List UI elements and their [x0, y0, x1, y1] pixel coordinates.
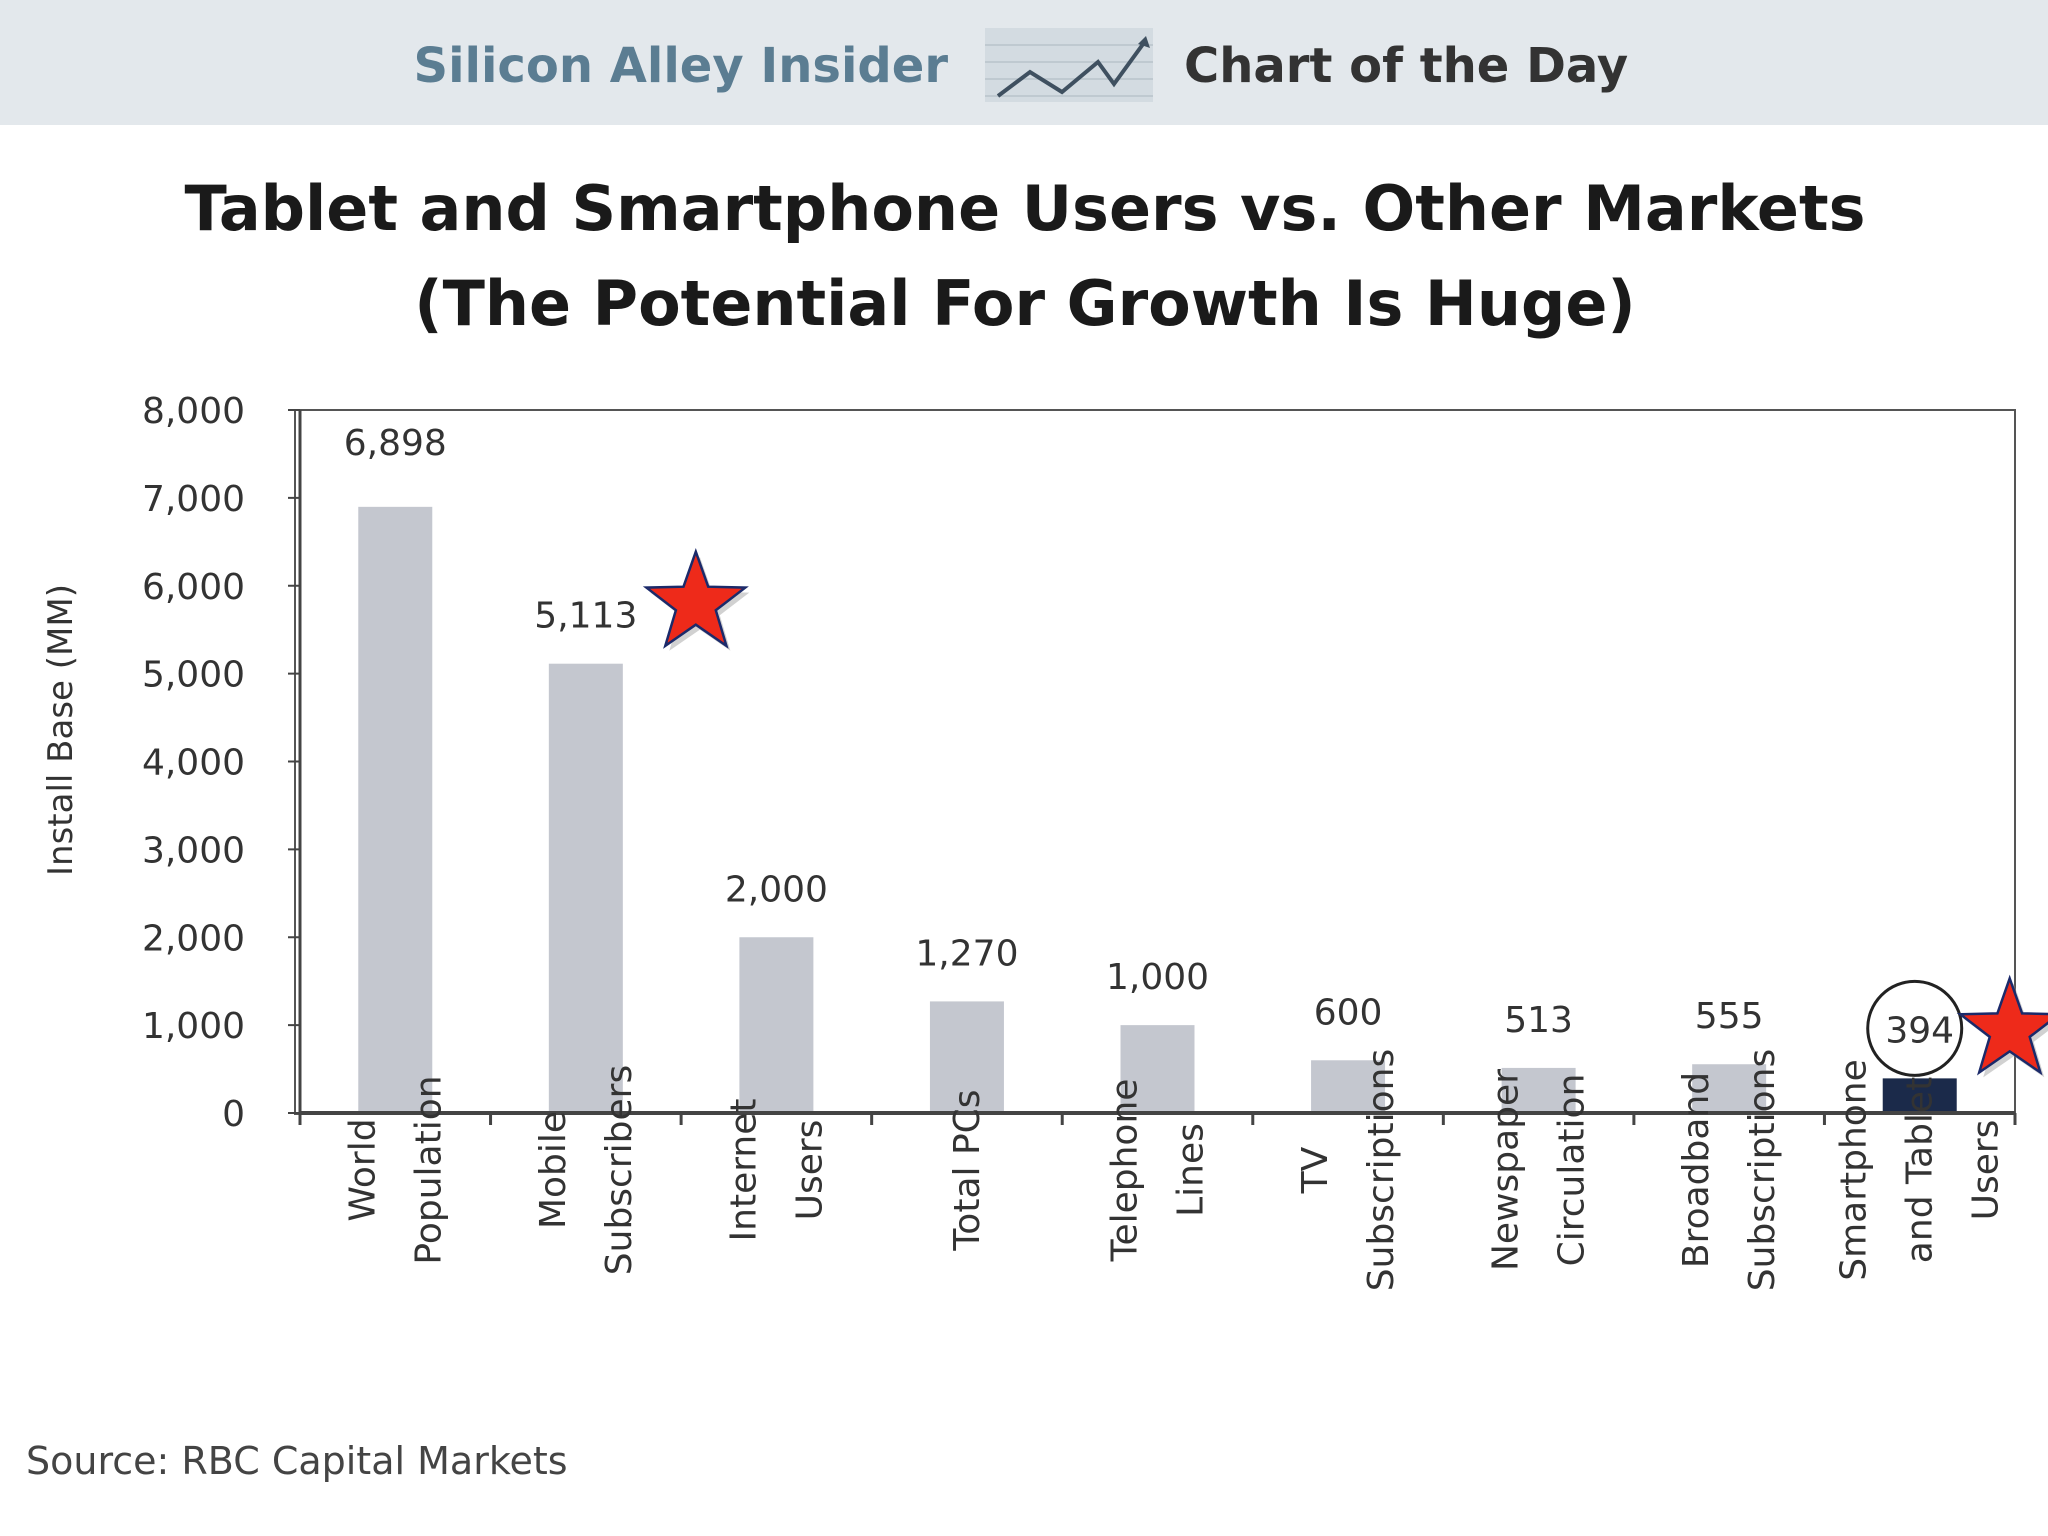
bar [929, 1001, 1004, 1113]
category-label: Subscriptions [1361, 1049, 1402, 1291]
y-tick-label: 3,000 [142, 830, 245, 871]
y-tick-label: 1,000 [142, 1006, 245, 1047]
y-tick-label: 0 [222, 1094, 245, 1135]
category-label: Users [789, 1120, 830, 1221]
bar [358, 506, 433, 1113]
chart-title: Tablet and Smartphone Users vs. Other Ma… [185, 172, 1866, 245]
category-label: Telephone [1105, 1079, 1146, 1263]
category-label: Internet [723, 1099, 764, 1242]
chart-subtitle: (The Potential For Growth Is Huge) [414, 267, 1635, 340]
data-labels: 6,898 5,113 2,000 1,270 1,000 600 513 555 394 [344, 423, 1954, 1051]
category-label: and Tablet [1900, 1077, 1941, 1263]
annotations [642, 547, 2048, 1078]
bar [1501, 1067, 1576, 1113]
y-tick-label: 6,000 [142, 567, 245, 608]
category-label: Users [1966, 1120, 2007, 1221]
bar [1120, 1025, 1195, 1113]
data-label: 5,113 [534, 596, 637, 637]
data-label: 1,270 [915, 933, 1018, 974]
data-label: 2,000 [725, 869, 828, 910]
data-label: 6,898 [344, 423, 447, 464]
data-label: 513 [1504, 1000, 1573, 1041]
source-note: Source: RBC Capital Markets [26, 1439, 568, 1483]
category-label: TV [1295, 1146, 1336, 1194]
category-label: Subscriptions [1742, 1049, 1783, 1291]
y-tick-label: 4,000 [142, 743, 245, 784]
y-tick-label: 7,000 [142, 479, 245, 520]
category-label: Circulation [1552, 1074, 1593, 1267]
y-tick-label: 2,000 [142, 918, 245, 959]
category-label: Lines [1171, 1123, 1212, 1217]
bar [1692, 1064, 1767, 1113]
data-label: 1,000 [1106, 957, 1209, 998]
y-tick-label: 8,000 [142, 391, 245, 432]
category-label: Newspaper [1486, 1069, 1527, 1271]
category-label: Subscribers [599, 1065, 640, 1275]
category-label: Population [408, 1075, 449, 1264]
data-label: 555 [1695, 996, 1764, 1037]
category-labels: World Population Mobile Subscribers Internet… [342, 1049, 2006, 1291]
star-icon [642, 547, 749, 649]
category-label: Smartphone [1834, 1059, 1875, 1281]
bars [358, 506, 1957, 1113]
x-axis [298, 1111, 2017, 1125]
bar [1882, 1078, 1957, 1113]
trend-line-icon [985, 28, 1153, 102]
category-label: World [342, 1118, 383, 1221]
category-label: Broadband [1676, 1072, 1717, 1268]
banner-subtitle: Chart of the Day [1184, 38, 1628, 94]
bar [1311, 1060, 1386, 1113]
category-label: Total PCs [947, 1089, 988, 1251]
bar [739, 937, 814, 1113]
highlight-circle [1866, 979, 1964, 1077]
y-axis: 0 1,000 2,000 3,000 4,000 5,000 6,000 7,000 8,00… [142, 391, 302, 1135]
y-tick-label: 5,000 [142, 655, 245, 696]
bar [548, 663, 623, 1113]
category-label: Mobile [533, 1111, 574, 1229]
data-label: 600 [1314, 992, 1383, 1033]
banner-brand: Silicon Alley Insider [414, 38, 949, 94]
star-icon [1956, 974, 2048, 1076]
y-axis-label: Install Base (MM) [41, 584, 81, 876]
data-label: 394 [1885, 1010, 1954, 1051]
